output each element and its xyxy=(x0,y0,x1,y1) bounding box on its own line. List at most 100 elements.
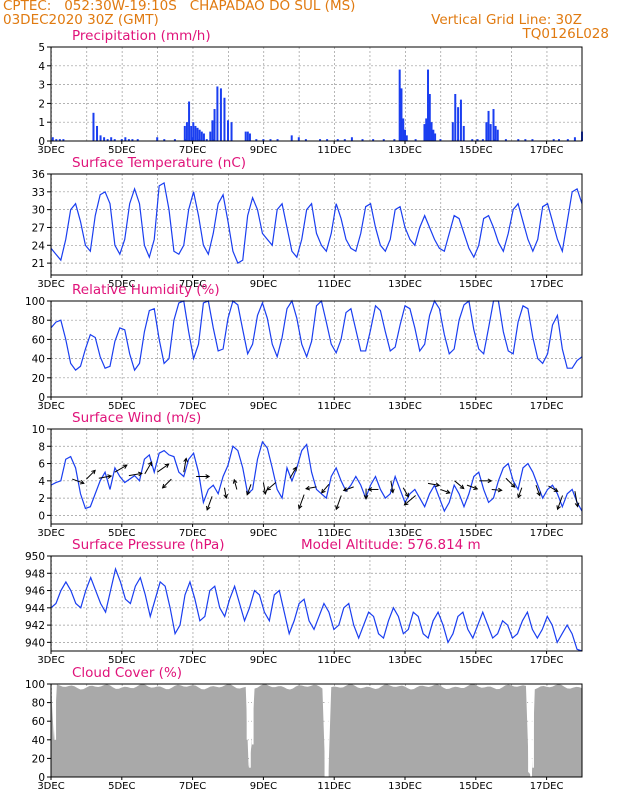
precip-bar xyxy=(492,109,495,141)
wind-xtick-label: 7DEC xyxy=(179,528,206,539)
wind-vector-head xyxy=(262,490,268,495)
pres-ytick-label: 942 xyxy=(25,620,45,632)
precip-bar xyxy=(454,94,457,141)
precip-bar xyxy=(428,94,431,141)
wind-vector xyxy=(144,461,153,475)
precip-ytick-label: 1 xyxy=(38,117,45,129)
precip-bar xyxy=(496,129,499,141)
wind-vector xyxy=(233,479,238,490)
temp-line xyxy=(50,181,583,264)
wind-vector xyxy=(491,488,502,491)
cloud-xtick-label: 9DEC xyxy=(250,781,277,792)
wind-vector-head xyxy=(206,505,211,511)
wind-frame xyxy=(50,428,583,525)
precip-bar xyxy=(489,124,492,141)
rh-ytick-label: 60 xyxy=(32,334,45,346)
wind-vector-head xyxy=(79,479,85,485)
wind-vector-head xyxy=(459,484,465,490)
pres-frame xyxy=(50,555,583,652)
precip-bar xyxy=(51,137,54,141)
cloud-gap xyxy=(528,684,530,773)
wind-vector-head xyxy=(232,478,238,484)
cloud-gap xyxy=(324,684,327,777)
precip-bar xyxy=(185,122,188,141)
cloud-frame xyxy=(50,683,583,778)
rh-panel xyxy=(47,299,583,400)
wind-vector-head xyxy=(122,464,128,469)
precip-panel xyxy=(47,46,583,144)
pres-ytick-label: 950 xyxy=(25,551,45,563)
precip-xtick-label: 11DEC xyxy=(317,145,351,156)
precip-bar xyxy=(227,120,229,141)
cloud-xtick-label: 17DEC xyxy=(530,781,564,792)
precip-xtick-label: 17DEC xyxy=(530,145,564,156)
pres-ytick-label: 940 xyxy=(25,637,45,649)
wind-vector xyxy=(335,495,342,510)
wind-vector xyxy=(246,484,252,495)
temp-panel xyxy=(47,173,583,278)
wind-vector-head xyxy=(147,461,153,467)
rh-xtick-label: 11DEC xyxy=(317,401,351,412)
wind-vector xyxy=(162,478,172,489)
wind-panel xyxy=(47,428,583,527)
precip-bar xyxy=(405,135,408,141)
wind-vector xyxy=(223,487,227,499)
precip-bar xyxy=(400,88,403,141)
precip-bar xyxy=(494,125,497,141)
wind-vector xyxy=(505,477,516,488)
wind-vector-head xyxy=(517,493,522,499)
header-datetime: 03DEC2020 30Z (GMT) xyxy=(3,12,159,28)
precip-bar xyxy=(244,131,247,141)
wind-vector xyxy=(390,480,394,493)
rh-title: Relative Humidity (%) xyxy=(72,282,220,298)
pres-ytick-label: 946 xyxy=(25,586,45,598)
wind-vector-head xyxy=(473,485,479,490)
temp-xtick-label: 11DEC xyxy=(317,279,351,290)
temp-frame xyxy=(50,173,583,276)
precip-bar xyxy=(414,139,417,141)
precip-bar xyxy=(106,139,109,141)
precip-bar xyxy=(136,139,139,141)
precip-bar xyxy=(290,135,293,141)
wind-xtick-label: 3DEC xyxy=(37,528,64,539)
temp-ytick-label: 27 xyxy=(32,222,45,234)
precip-bar xyxy=(99,135,102,141)
cloud-xtick-label: 3DEC xyxy=(37,781,64,792)
wind-vector xyxy=(86,469,96,480)
wind-vector xyxy=(206,496,213,511)
wind-vector xyxy=(548,485,558,492)
wind-xtick-label: 15DEC xyxy=(459,528,493,539)
wind-vector-head xyxy=(266,486,271,491)
wind-vector xyxy=(402,487,409,497)
precip-bar xyxy=(404,129,406,141)
cloud-title: Cloud Cover (%) xyxy=(72,665,182,681)
precip-bar xyxy=(432,129,435,141)
precip-bar xyxy=(531,139,534,141)
rh-xtick-label: 7DEC xyxy=(179,401,206,412)
precip-bar xyxy=(230,122,233,141)
header-run-id: TQ0126L028 xyxy=(522,26,609,42)
rh-xtick-label: 17DEC xyxy=(530,401,564,412)
wind-ytick-label: 2 xyxy=(38,493,45,505)
pres-xtick-label: 17DEC xyxy=(530,655,564,666)
rh-xtick-label: 9DEC xyxy=(250,401,277,412)
wind-ytick-label: 6 xyxy=(38,459,45,471)
pres-xtick-label: 7DEC xyxy=(179,655,206,666)
cloud-xtick-label: 15DEC xyxy=(459,781,493,792)
precip-bar xyxy=(262,139,265,141)
precip-bar xyxy=(219,88,222,141)
cloud-gap xyxy=(249,684,251,768)
temp-ytick-label: 30 xyxy=(32,205,45,217)
wind-ytick-label: 4 xyxy=(38,476,45,488)
precip-bar xyxy=(213,109,216,141)
precip-bar xyxy=(398,69,401,141)
wind-xtick-label: 17DEC xyxy=(530,528,564,539)
wind-vector-head xyxy=(487,478,493,484)
rh-frame xyxy=(50,300,583,398)
pres-xtick-label: 11DEC xyxy=(317,655,351,666)
wind-vector xyxy=(262,482,266,495)
wind-vector-head xyxy=(342,487,348,492)
rh-ytick-label: 0 xyxy=(38,392,45,404)
precip-bar xyxy=(110,137,113,141)
wind-vector xyxy=(72,478,85,484)
